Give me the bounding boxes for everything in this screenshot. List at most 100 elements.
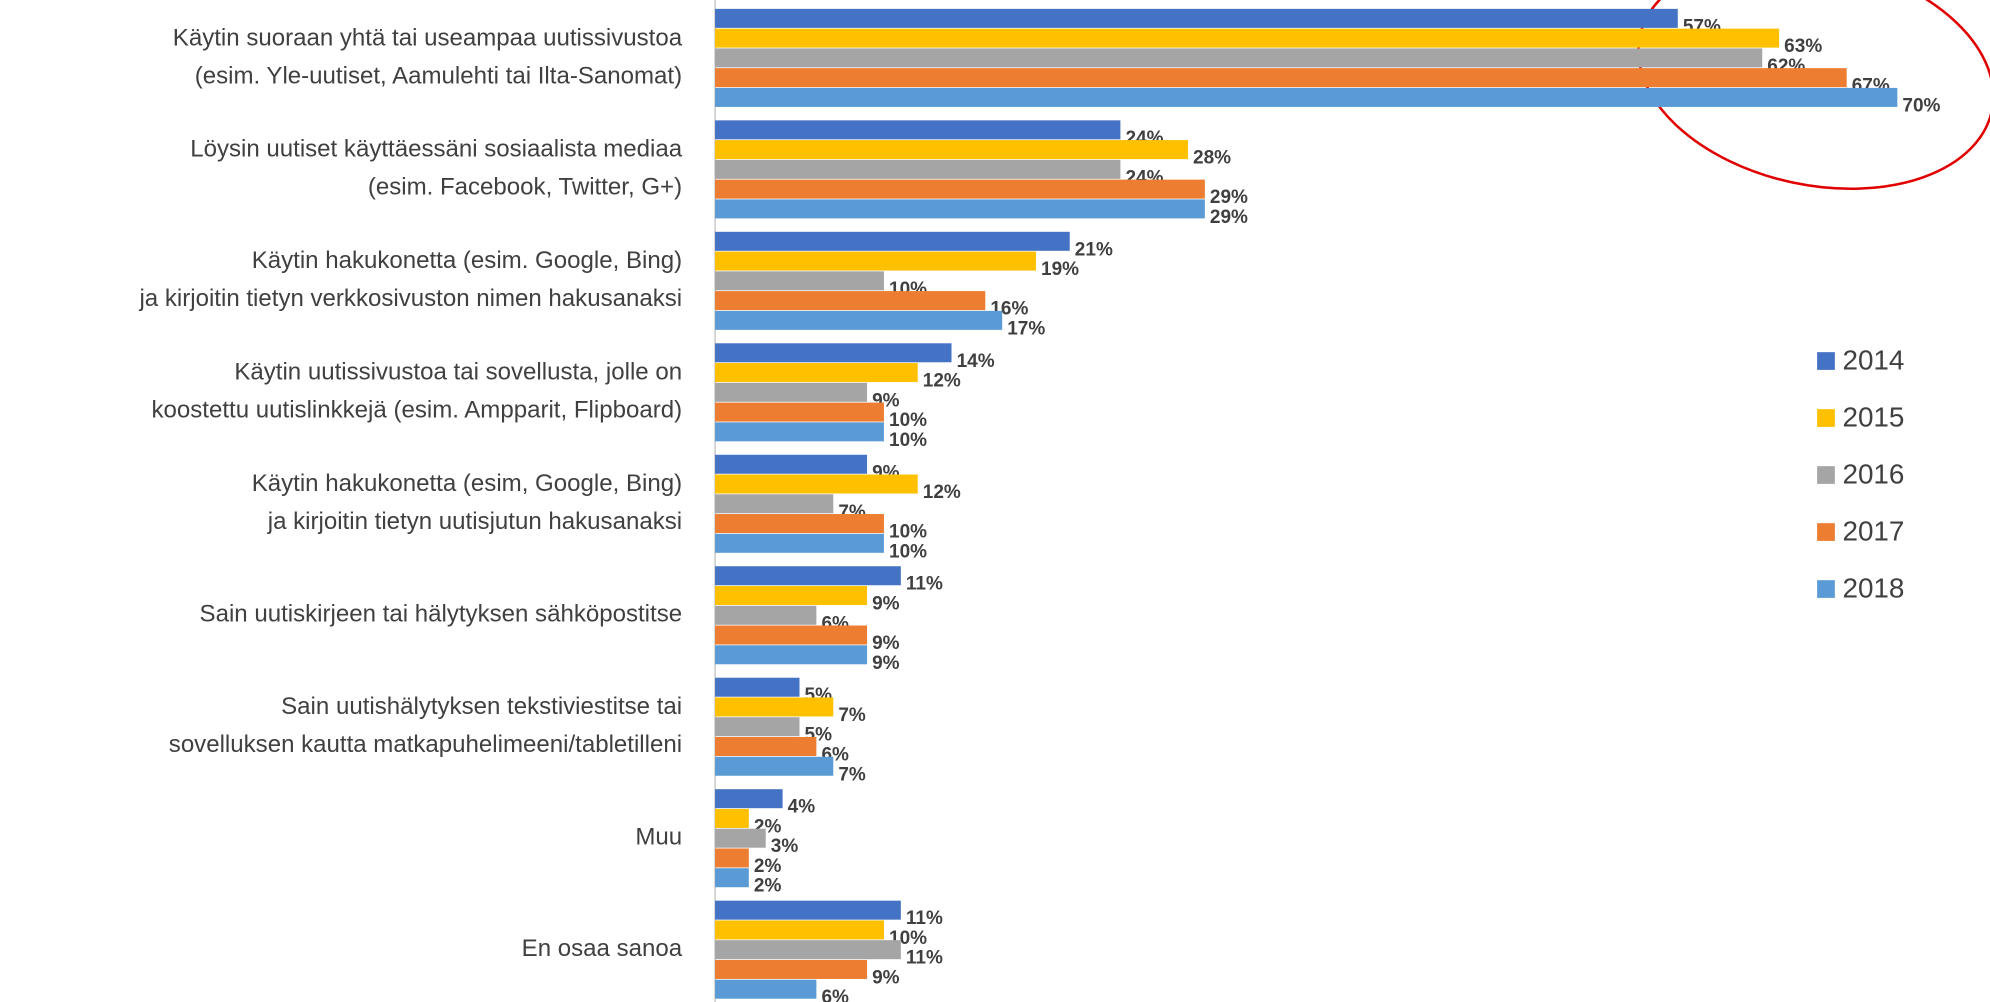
- bar: [715, 585, 868, 606]
- bar: [715, 87, 1898, 107]
- category-line: ja kirjoitin tietyn verkkosivuston nimen…: [138, 286, 682, 313]
- category-line: Sain uutiskirjeen tai hälytyksen sähköpo…: [200, 601, 683, 628]
- bar: [715, 454, 868, 474]
- value-label: 9%: [872, 633, 900, 654]
- value-label: 4%: [788, 797, 816, 818]
- bar: [715, 494, 834, 514]
- value-label: 10%: [889, 541, 927, 562]
- bar: [715, 848, 749, 868]
- category-label: Sain uutiskirjeen tai hälytyksen sähköpo…: [200, 601, 683, 628]
- value-label: 7%: [838, 705, 866, 726]
- bar: [715, 697, 834, 717]
- bar: [715, 271, 884, 291]
- bar: [715, 605, 817, 625]
- category-line: Käytin hakukonetta (esim. Google, Bing): [252, 248, 682, 275]
- bar: [715, 8, 1678, 28]
- legend-swatch: [1817, 352, 1835, 370]
- legend-label: 2016: [1842, 459, 1904, 490]
- category-line: Löysin uutiset käyttäessäni sosiaalista …: [190, 136, 683, 163]
- legend-label: 2018: [1842, 573, 1904, 604]
- category-line: En osaa sanoa: [522, 935, 683, 962]
- bar: [715, 120, 1121, 140]
- category-label: Löysin uutiset käyttäessäni sosiaalista …: [190, 136, 683, 201]
- value-label: 11%: [906, 948, 943, 969]
- value-label: 11%: [906, 574, 943, 595]
- bar: [715, 514, 884, 534]
- bar: [715, 920, 884, 940]
- category-line: Sain uutishälytyksen tekstiviestitse tai: [281, 693, 682, 720]
- bar: [715, 251, 1036, 271]
- category-line: Muu: [635, 824, 682, 851]
- category-label: Käytin hakukonetta (esim. Google, Bing) j…: [138, 248, 682, 313]
- value-label: 63%: [1784, 36, 1822, 57]
- value-label: 7%: [838, 764, 866, 785]
- bar: [715, 566, 901, 586]
- bar: [715, 828, 766, 848]
- value-label: 11%: [906, 908, 943, 929]
- bar: [715, 959, 868, 979]
- bar: [715, 343, 952, 363]
- bar: [715, 291, 986, 311]
- bar: [715, 199, 1205, 219]
- bar: [715, 363, 918, 383]
- bar: [715, 940, 901, 960]
- legend-swatch: [1817, 580, 1835, 598]
- value-label: 17%: [1007, 318, 1045, 339]
- value-label: 10%: [889, 410, 927, 431]
- category-line: (esim. Yle-uutiset, Aamulehti tai Ilta-S…: [195, 63, 682, 90]
- legend-swatch: [1817, 523, 1835, 541]
- value-label: 70%: [1902, 95, 1940, 116]
- category-line: Käytin suoraan yhtä tai useampaa uutissi…: [173, 25, 683, 52]
- bar: [715, 28, 1780, 48]
- category-label: Käytin suoraan yhtä tai useampaa uutissi…: [173, 25, 683, 90]
- bar: [715, 533, 884, 553]
- category-line: Käytin hakukonetta (esim, Google, Bing): [252, 471, 682, 498]
- bar: [715, 48, 1763, 68]
- legend-label: 2014: [1842, 345, 1904, 376]
- category-line: koostettu uutislinkkejä (esim. Ampparit,…: [152, 397, 683, 424]
- bar: [715, 159, 1121, 179]
- legend-label: 2017: [1842, 516, 1904, 547]
- value-label: 3%: [771, 836, 799, 857]
- category-line: Käytin uutissivustoa tai sovellusta, jol…: [234, 359, 682, 386]
- value-label: 9%: [872, 594, 900, 615]
- category-line: ja kirjoitin tietyn uutisjutun hakusanak…: [267, 509, 682, 536]
- value-label: 6%: [821, 987, 849, 1002]
- value-label: 12%: [923, 371, 961, 392]
- category-line: (esim. Facebook, Twitter, G+): [368, 174, 682, 201]
- category-label: En osaa sanoa: [522, 935, 683, 962]
- value-label: 29%: [1210, 187, 1248, 208]
- category-line: sovelluksen kautta matkapuhelimeeni/tabl…: [169, 731, 682, 758]
- category-label: Käytin uutissivustoa tai sovellusta, jol…: [152, 359, 683, 424]
- category-label: Käytin hakukonetta (esim, Google, Bing) j…: [252, 471, 682, 536]
- bar: [715, 677, 800, 697]
- bar: [715, 310, 1003, 330]
- bar: [715, 140, 1188, 160]
- value-label: 14%: [957, 351, 995, 372]
- value-label: 29%: [1210, 207, 1248, 228]
- bar: [715, 717, 800, 737]
- value-label: 2%: [754, 876, 782, 897]
- bar: [715, 179, 1205, 199]
- value-label: 10%: [889, 430, 927, 451]
- value-label: 10%: [889, 522, 927, 543]
- value-label: 9%: [872, 653, 900, 674]
- bar: [715, 382, 868, 402]
- bar: [715, 808, 749, 828]
- bar: [715, 900, 901, 920]
- value-label: 12%: [923, 482, 961, 503]
- bar: [715, 789, 783, 809]
- legend-label: 2015: [1842, 402, 1904, 433]
- bar: [715, 422, 884, 442]
- bar: [715, 645, 868, 665]
- value-label: 21%: [1075, 239, 1113, 260]
- bar: [715, 736, 817, 756]
- legend-swatch: [1817, 466, 1835, 484]
- category-label: Sain uutishälytyksen tekstiviestitse tai…: [169, 693, 682, 758]
- bar: [715, 474, 918, 494]
- legend-swatch: [1817, 409, 1835, 427]
- bar: [715, 402, 884, 422]
- bar: [715, 625, 868, 645]
